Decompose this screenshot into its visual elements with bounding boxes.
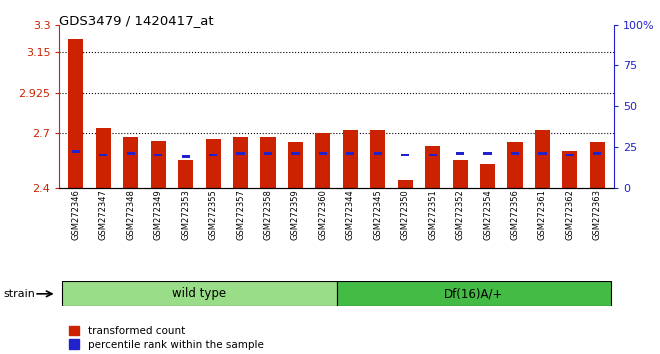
Bar	[562, 152, 578, 188]
Bar	[319, 152, 327, 155]
Bar	[182, 155, 190, 158]
Bar	[428, 154, 437, 156]
Bar	[261, 137, 275, 188]
Bar	[539, 152, 546, 155]
Text: wild type: wild type	[172, 287, 226, 300]
Bar	[178, 160, 193, 188]
Bar	[346, 152, 354, 155]
Bar	[288, 142, 303, 188]
Bar	[566, 154, 574, 156]
Bar	[343, 130, 358, 188]
Bar	[425, 146, 440, 188]
Bar	[233, 137, 248, 188]
Bar	[401, 154, 409, 156]
FancyBboxPatch shape	[337, 281, 611, 306]
Bar	[480, 164, 495, 188]
Bar	[590, 142, 605, 188]
Bar	[315, 133, 331, 188]
FancyBboxPatch shape	[62, 281, 337, 306]
Bar	[72, 150, 80, 153]
Bar	[483, 152, 492, 155]
Bar	[291, 152, 300, 155]
Bar	[593, 152, 601, 155]
Bar	[370, 130, 385, 188]
Bar	[374, 152, 382, 155]
Bar	[123, 137, 139, 188]
Bar	[205, 139, 220, 188]
Bar	[508, 142, 523, 188]
Bar	[511, 152, 519, 155]
Bar	[150, 141, 166, 188]
Bar	[96, 128, 111, 188]
Bar	[398, 181, 412, 188]
Bar	[209, 154, 217, 156]
Text: Df(16)A/+: Df(16)A/+	[444, 287, 504, 300]
Legend: transformed count, percentile rank within the sample: transformed count, percentile rank withi…	[65, 322, 267, 354]
Bar	[127, 152, 135, 155]
Bar	[236, 152, 245, 155]
Bar	[99, 154, 108, 156]
Bar	[456, 152, 464, 155]
Bar	[535, 130, 550, 188]
Bar	[264, 152, 272, 155]
Text: strain: strain	[3, 289, 35, 299]
Text: GDS3479 / 1420417_at: GDS3479 / 1420417_at	[59, 14, 214, 27]
Bar	[453, 160, 468, 188]
Bar	[154, 154, 162, 156]
Bar	[69, 39, 83, 188]
